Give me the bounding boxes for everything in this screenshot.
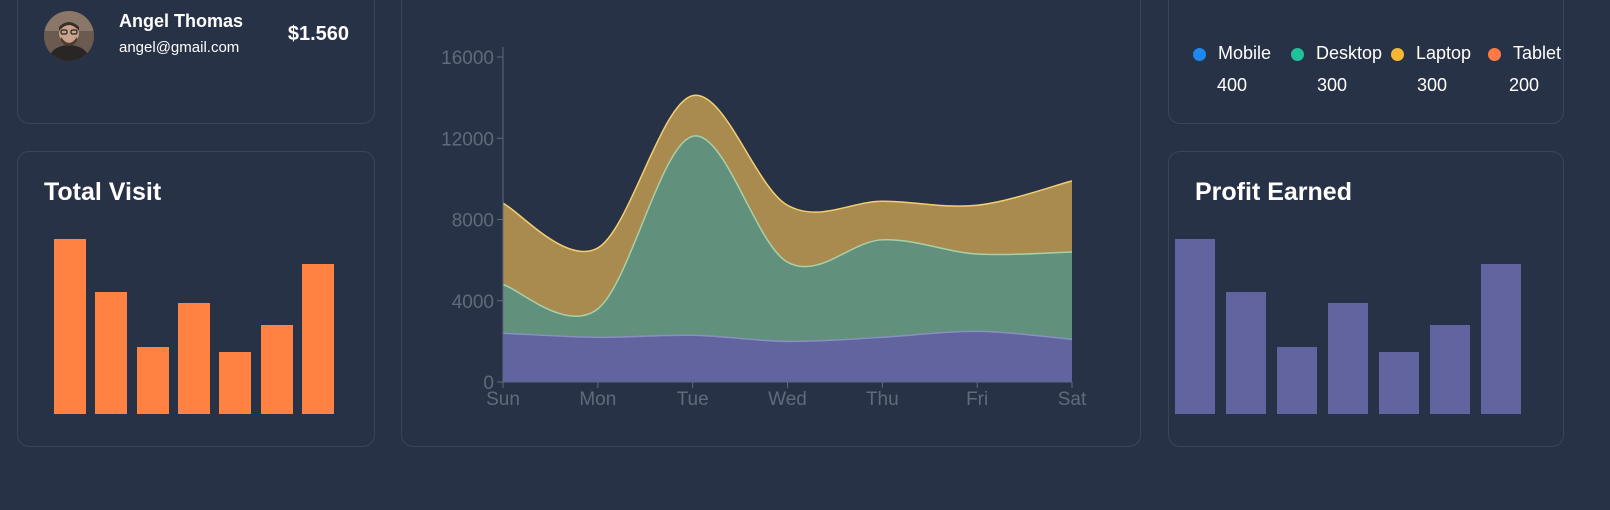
legend-dot-icon — [1391, 48, 1404, 61]
legend-value-mobile: 400 — [1217, 75, 1248, 95]
y-tick-label: 16000 — [441, 48, 494, 69]
legend-dot-icon — [1193, 48, 1206, 61]
total-visit-title: Total Visit — [44, 178, 162, 206]
profit-earned-bar[interactable] — [1277, 346, 1317, 414]
area-series-3-line — [502, 94, 1073, 253]
total-visit-bar[interactable] — [260, 325, 293, 414]
y-tick-label: 4000 — [452, 292, 494, 313]
x-tick-label: Tue — [677, 389, 709, 410]
stacked-area-chart: 0 4000 8000 12000 16000 Sun Mon Tue Wed Thu Fri Sat — [441, 47, 1087, 410]
total-visit-bar[interactable] — [301, 264, 334, 414]
legend-value-tablet: 200 — [1509, 75, 1540, 95]
user-amount: $1.560 — [287, 23, 349, 45]
legend-value-desktop: 300 — [1317, 75, 1348, 95]
total-visit-bar[interactable] — [219, 351, 252, 414]
legend-dot-icon — [1488, 48, 1501, 61]
x-tick-label: Thu — [866, 389, 899, 410]
x-tick-label: Mon — [579, 389, 616, 410]
x-tick-label: Fri — [966, 389, 988, 410]
avatar-image — [44, 11, 94, 61]
area-series-2[interactable] — [503, 135, 1072, 382]
profit-earned-card: Profit Earned — [1168, 151, 1564, 447]
total-visit-bar[interactable] — [177, 302, 210, 414]
profit-earned-bar[interactable] — [1430, 325, 1470, 414]
profit-earned-title: Profit Earned — [1195, 178, 1352, 206]
total-visit-bar[interactable] — [136, 346, 169, 414]
y-tick-label: 12000 — [441, 129, 494, 150]
area-series-2-line — [502, 135, 1073, 317]
device-legend-card: Mobile 400 Desktop 300 Laptop 300 Tablet 200 — [1168, 0, 1564, 124]
area-series-1-line — [502, 330, 1073, 343]
x-tick-label: Wed — [768, 389, 807, 410]
profit-earned-bar[interactable] — [1481, 264, 1521, 414]
x-tick-label: Sun — [486, 389, 520, 410]
traffic-area-chart-card: 0 4000 8000 12000 16000 Sun Mon Tue Wed Thu Fri Sat — [401, 0, 1141, 447]
profit-earned-bar[interactable] — [1328, 302, 1368, 414]
y-tick-label: 0 — [483, 373, 494, 394]
legend-label: Desktop — [1316, 43, 1383, 63]
profit-earned-bar[interactable] — [1226, 291, 1266, 414]
avatar[interactable] — [44, 11, 94, 61]
user-email: angel@gmail.com — [119, 39, 240, 56]
device-legend: Mobile 400 Desktop 300 Laptop 300 Tablet 200 — [1193, 43, 1561, 113]
legend-label: Laptop — [1416, 43, 1472, 63]
user-card: Angel Thomas angel@gmail.com $1.560 — [17, 0, 375, 124]
total-visit-bar[interactable] — [95, 291, 128, 414]
y-tick-label: 8000 — [452, 211, 494, 232]
legend-value-laptop: 300 — [1417, 75, 1448, 95]
profit-earned-bar[interactable] — [1175, 239, 1215, 414]
legend-dot-icon — [1291, 48, 1304, 61]
profit-earned-bar[interactable] — [1379, 351, 1419, 414]
user-name: Angel Thomas — [119, 11, 244, 31]
x-tick-label: Sat — [1058, 389, 1087, 410]
legend-label: Mobile — [1218, 43, 1272, 63]
total-visit-card: Total Visit — [17, 151, 375, 447]
area-series-1[interactable] — [503, 331, 1072, 382]
total-visit-bar[interactable] — [54, 239, 86, 414]
legend-label: Tablet — [1513, 43, 1562, 63]
